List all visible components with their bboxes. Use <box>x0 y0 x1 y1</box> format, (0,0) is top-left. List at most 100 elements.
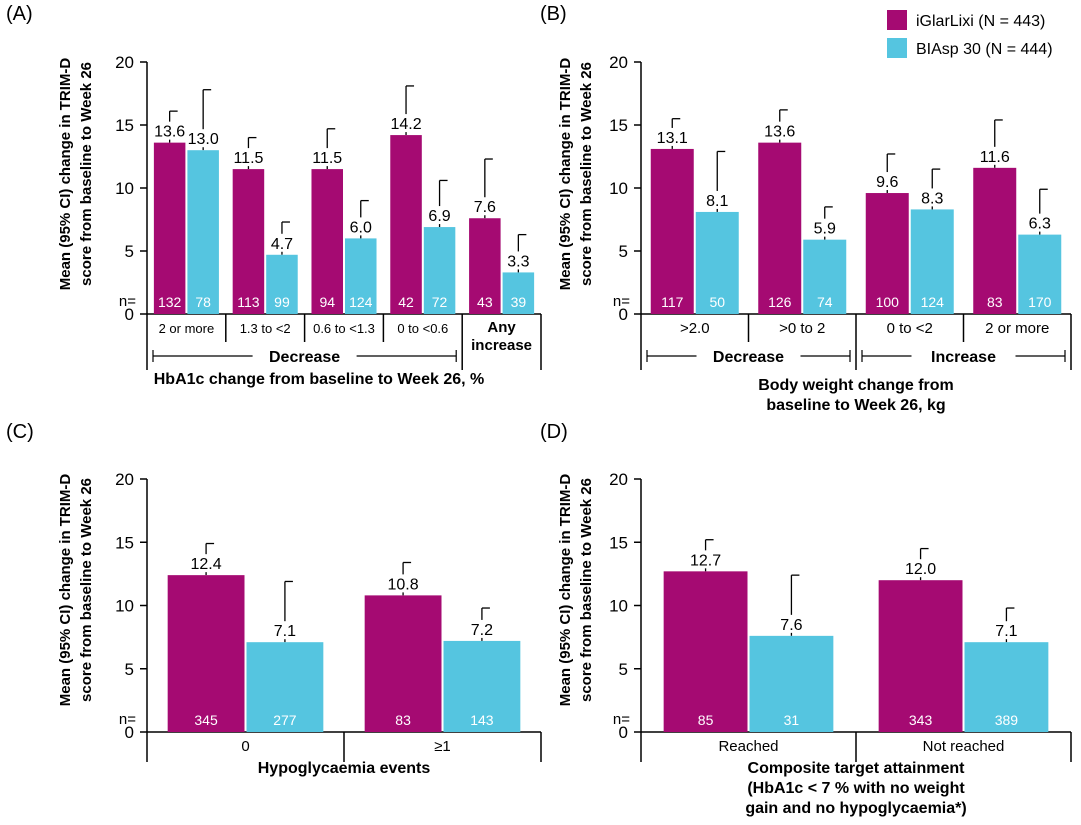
value-label-bg <box>190 554 223 573</box>
y-axis-title: Mean (95% CI) change in TRIM-D <box>57 58 74 291</box>
value-label-bg <box>701 190 734 209</box>
group-label: Decrease <box>713 349 784 366</box>
n-count: 83 <box>395 712 411 728</box>
n-count: 50 <box>709 294 725 310</box>
category-label: Any <box>487 319 516 336</box>
n-count: 124 <box>349 294 373 310</box>
n-count: 100 <box>876 294 900 310</box>
bar <box>153 142 186 314</box>
x-axis-title: gain and no hypoglycaemia*) <box>745 800 966 817</box>
value-label-bg <box>468 197 501 216</box>
value-label-bg <box>990 621 1023 640</box>
n-count: 74 <box>817 294 833 310</box>
value-label: 9.6 <box>876 174 898 191</box>
x-axis-title: baseline to Week 26, kg <box>766 397 945 414</box>
n-count: 143 <box>470 712 494 728</box>
y-tick-label: 15 <box>609 116 628 135</box>
y-tick-label: 20 <box>115 53 134 72</box>
y-axis-title: Mean (95% CI) change in TRIM-D <box>557 474 574 707</box>
value-label-bg <box>387 574 420 593</box>
value-label-bg <box>775 614 808 633</box>
category-label: >0 to 2 <box>779 320 825 337</box>
category-label: 0 to <2 <box>887 320 933 337</box>
y-tick-label: 5 <box>125 660 134 679</box>
panel-label: (B) <box>540 3 567 25</box>
n-count: 39 <box>511 294 527 310</box>
y-tick-label: 5 <box>125 242 134 261</box>
y-tick-label: 0 <box>619 723 628 742</box>
value-label-bg <box>763 121 796 140</box>
bar <box>502 272 535 314</box>
panel-label: (D) <box>540 421 568 443</box>
legend-swatch <box>887 10 907 30</box>
value-label-bg <box>656 127 689 146</box>
value-label-bg <box>423 206 456 225</box>
y-axis-title: Mean (95% CI) change in TRIM-D <box>557 58 574 291</box>
bar <box>650 148 694 314</box>
n-count: 343 <box>909 712 933 728</box>
category-label: ≥1 <box>434 738 451 755</box>
legend-label: iGlarLixi (N = 443) <box>916 13 1045 30</box>
value-label: 11.5 <box>233 150 263 167</box>
value-label: 13.6 <box>154 124 185 141</box>
legend-swatch <box>887 38 907 58</box>
n-count: 170 <box>1028 294 1052 310</box>
panel-b: (B) Mean (95% CI) change in TRIM-D score f… <box>540 3 1072 414</box>
category-label: 0.6 to <1.3 <box>313 321 375 336</box>
bar <box>390 135 422 314</box>
bar <box>423 227 456 314</box>
y-tick-label: 0 <box>125 723 134 742</box>
n-count: 277 <box>273 712 297 728</box>
y-tick-label: 20 <box>609 53 628 72</box>
category-label: increase <box>471 337 532 354</box>
value-label-bg <box>502 251 535 270</box>
value-label: 4.7 <box>271 236 293 253</box>
category-label: Not reached <box>923 738 1005 755</box>
bar <box>266 254 298 314</box>
category-label: >2.0 <box>680 320 710 337</box>
n-count: 85 <box>698 712 714 728</box>
value-label-bg <box>689 550 722 569</box>
value-label-bg <box>978 146 1011 165</box>
value-label: 12.4 <box>191 556 222 573</box>
n-label: n= <box>613 293 630 310</box>
n-label: n= <box>119 711 136 728</box>
value-label: 13.1 <box>657 130 688 147</box>
n-label: n= <box>119 293 136 310</box>
bar <box>749 635 834 732</box>
value-label-bg <box>265 233 298 252</box>
bar <box>964 642 1049 732</box>
bar <box>878 580 963 732</box>
bar <box>345 238 377 314</box>
group-label: Decrease <box>269 349 340 366</box>
bar <box>187 150 219 314</box>
value-label-bg <box>153 121 186 140</box>
category-label: 2 or more <box>985 320 1049 337</box>
n-count: 113 <box>237 294 260 310</box>
n-count: 42 <box>398 294 414 310</box>
value-label: 7.6 <box>474 199 496 216</box>
n-count: 43 <box>477 294 493 310</box>
value-label: 6.9 <box>428 208 450 225</box>
y-tick-label: 10 <box>115 179 134 198</box>
value-label: 7.2 <box>471 622 493 639</box>
bar <box>443 640 521 732</box>
x-axis-title: Hypoglycaemia events <box>258 760 431 777</box>
n-count: 83 <box>987 294 1003 310</box>
y-tick-label: 10 <box>115 597 134 616</box>
n-count: 132 <box>158 294 182 310</box>
value-label: 7.1 <box>995 623 1017 640</box>
value-label: 6.0 <box>350 219 372 236</box>
value-label-bg <box>871 172 904 191</box>
value-label-bg <box>904 559 937 578</box>
legend-label: BIAsp 30 (N = 444) <box>916 41 1053 58</box>
value-label: 12.0 <box>905 561 936 578</box>
x-axis-title: (HbA1c < 7 % with no weight <box>747 780 965 797</box>
n-count: 78 <box>195 294 211 310</box>
y-tick-label: 10 <box>609 597 628 616</box>
panel-a: (A) Mean (95% CI) change in TRIM-D score f… <box>6 3 542 388</box>
x-axis-title: Composite target attainment <box>748 760 966 777</box>
value-label: 7.6 <box>780 617 802 634</box>
panel-c: (C) Mean (95% CI) change in TRIM-D score f… <box>6 421 542 777</box>
